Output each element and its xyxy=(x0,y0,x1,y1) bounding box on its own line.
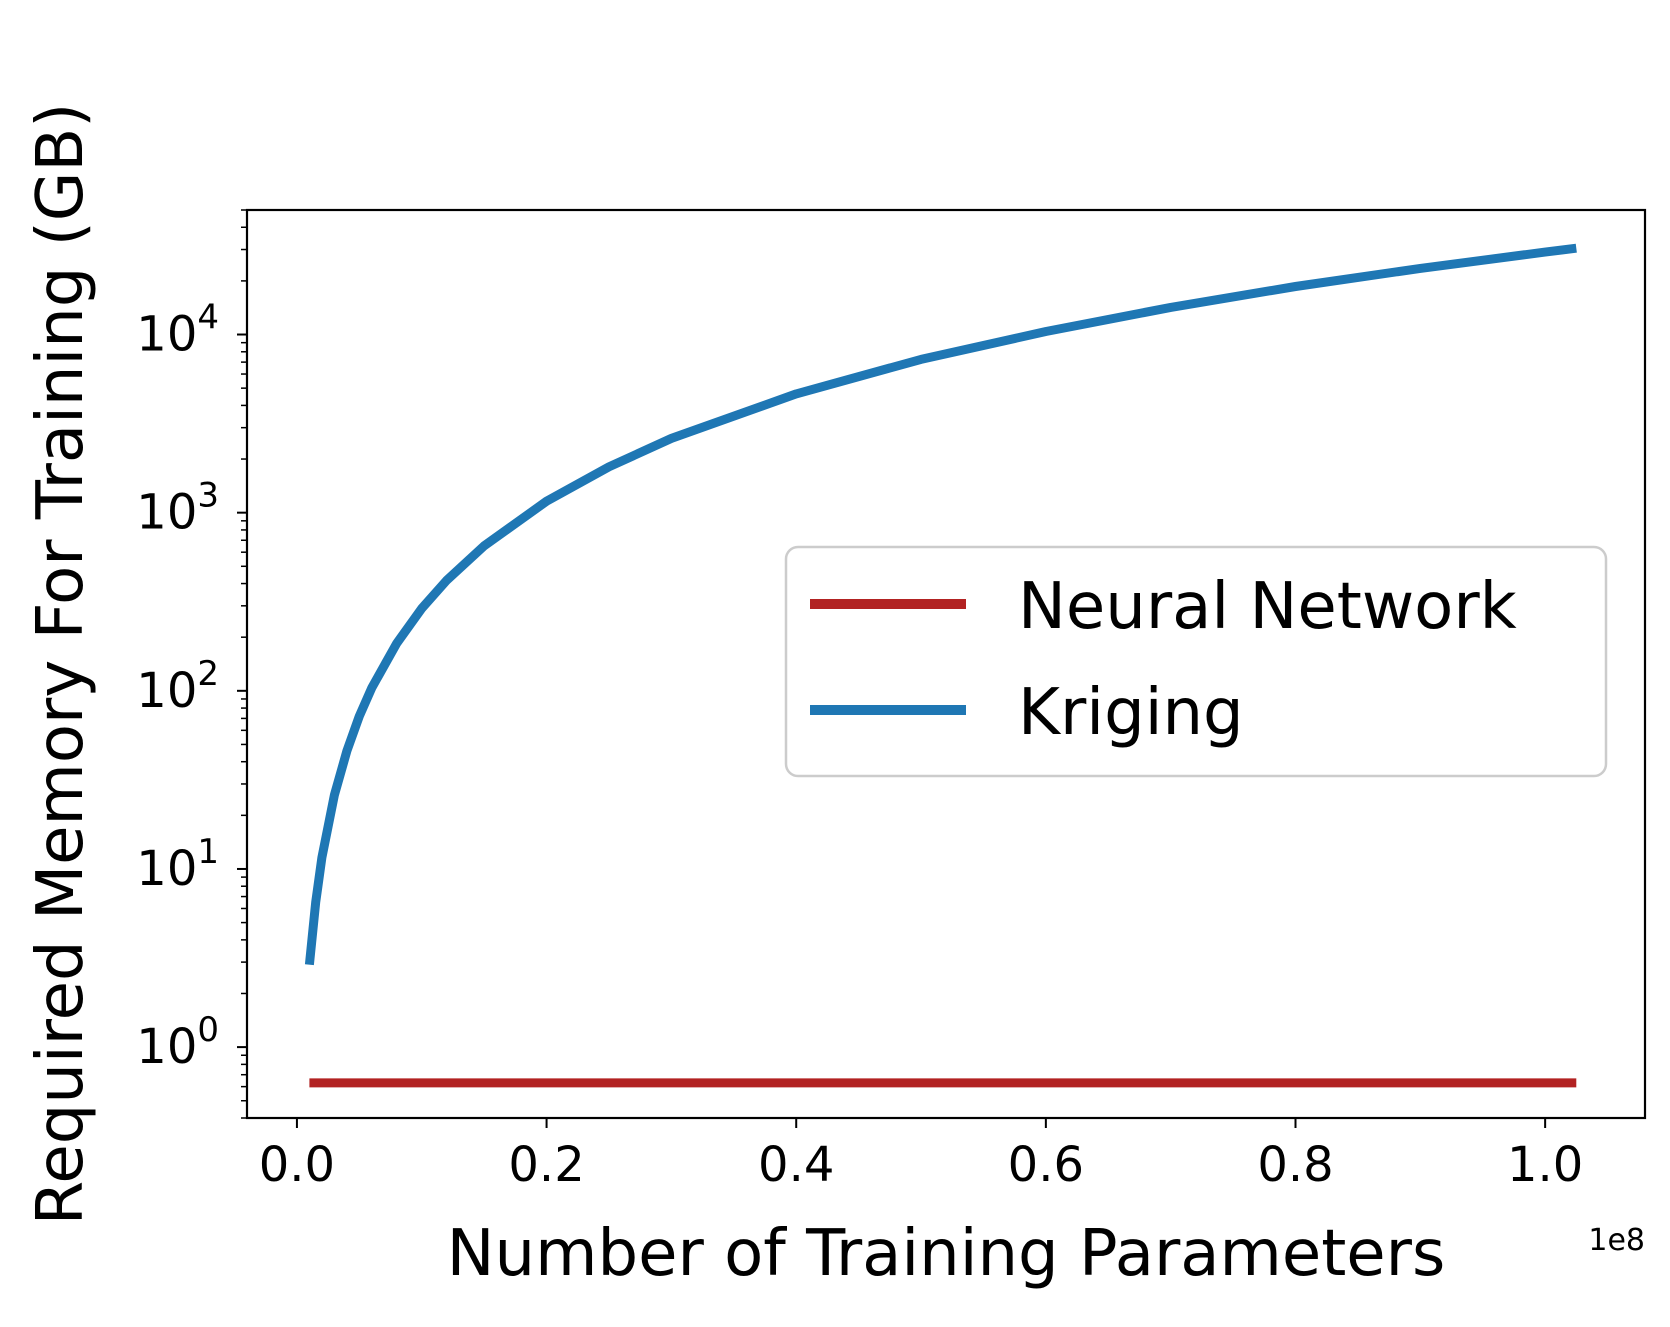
legend-box xyxy=(784,545,1608,778)
series-layer xyxy=(304,243,1577,1088)
legend-label-neural-network: Neural Network xyxy=(1018,570,1517,644)
x-tick-label: 0.2 xyxy=(508,1137,584,1193)
y-tick-label: 100 xyxy=(136,1010,219,1075)
y-tick-label: 103 xyxy=(136,476,219,541)
x-axis-ticks: 0.0 0.2 0.4 0.6 0.8 1.0 xyxy=(259,1118,1583,1193)
y-tick-label: 104 xyxy=(136,298,219,363)
x-tick-label: 0.8 xyxy=(1257,1137,1333,1193)
x-tick-label: 0.6 xyxy=(1008,1137,1084,1193)
y-axis-ticks: 100 101 102 103 104 xyxy=(136,209,247,1119)
legend: Neural Network Kriging xyxy=(784,545,1608,778)
x-tick-label: 0.4 xyxy=(758,1137,834,1193)
y-axis-label: Required Memory For Training (GB) xyxy=(24,103,98,1225)
x-tick-label: 0.0 xyxy=(259,1137,335,1193)
plot-frame xyxy=(245,208,1647,1120)
x-tick-label: 1.0 xyxy=(1507,1137,1583,1193)
x-axis-offset-label: 1e8 xyxy=(1588,1223,1645,1258)
y-tick-label: 102 xyxy=(136,654,219,719)
y-tick-label: 101 xyxy=(136,832,219,897)
series-line-kriging xyxy=(304,243,1577,966)
legend-label-kriging: Kriging xyxy=(1018,676,1244,750)
x-axis-label: Number of Training Parameters xyxy=(447,1217,1446,1291)
